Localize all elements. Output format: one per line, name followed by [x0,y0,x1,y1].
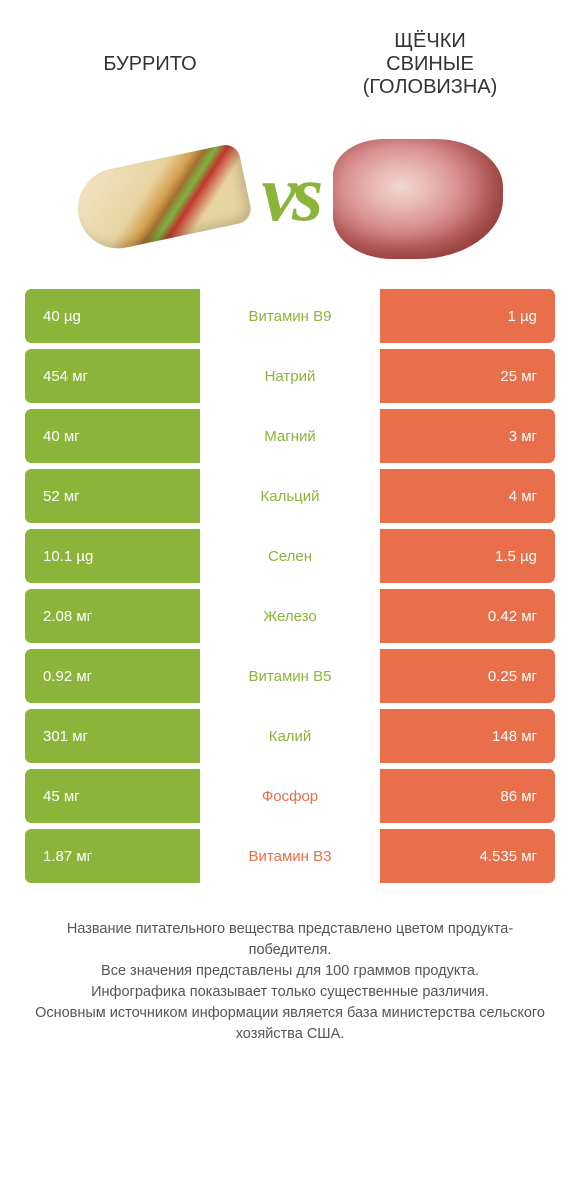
table-row: 2.08 мгЖелезо0.42 мг [25,589,555,643]
left-value-cell: 52 мг [25,469,200,523]
image-row: vs [0,119,580,289]
left-value-cell: 1.87 мг [25,829,200,883]
table-row: 0.92 мгВитамин B50.25 мг [25,649,555,703]
right-value-cell: 4.535 мг [380,829,555,883]
nutrient-label: Магний [200,409,380,463]
table-row: 301 мгКалий148 мг [25,709,555,763]
footer-line: Инфографика показывает только существенн… [30,982,550,1003]
left-value-cell: 40 µg [25,289,200,343]
left-value-cell: 454 мг [25,349,200,403]
nutrient-label: Фосфор [200,769,380,823]
nutrient-label: Железо [200,589,380,643]
right-value-cell: 86 мг [380,769,555,823]
comparison-table: 40 µgВитамин B91 µg 454 мгНатрий25 мг 40 м… [0,289,580,883]
header: БУРРИТО ЩЁЧКИ СВИНЫЕ (ГОЛОВИЗНА) [0,0,580,119]
right-value-cell: 4 мг [380,469,555,523]
nutrient-label: Витамин B9 [200,289,380,343]
nutrient-label: Натрий [200,349,380,403]
right-value-cell: 1 µg [380,289,555,343]
vs-label: vs [262,149,319,240]
left-product-image [72,129,252,259]
left-value-cell: 2.08 мг [25,589,200,643]
footer-line: Все значения представлены для 100 граммо… [30,961,550,982]
left-value-cell: 40 мг [25,409,200,463]
table-row: 52 мгКальций4 мг [25,469,555,523]
left-value-cell: 10.1 µg [25,529,200,583]
right-value-cell: 25 мг [380,349,555,403]
table-row: 40 µgВитамин B91 µg [25,289,555,343]
left-value-cell: 301 мг [25,709,200,763]
footer-line: Название питательного вещества представл… [30,919,550,961]
left-value-cell: 45 мг [25,769,200,823]
right-value-cell: 3 мг [380,409,555,463]
nutrient-label: Витамин B3 [200,829,380,883]
right-value-cell: 148 мг [380,709,555,763]
nutrient-label: Кальций [200,469,380,523]
table-row: 1.87 мгВитамин B34.535 мг [25,829,555,883]
right-value-cell: 0.25 мг [380,649,555,703]
nutrient-label: Витамин B5 [200,649,380,703]
nutrient-label: Селен [200,529,380,583]
footer-line: Основным источником информации является … [30,1003,550,1045]
left-product-title: БУРРИТО [24,53,276,76]
right-value-cell: 0.42 мг [380,589,555,643]
right-product-title: ЩЁЧКИ СВИНЫЕ (ГОЛОВИЗНА) [304,30,556,99]
right-product-image [328,129,508,259]
table-row: 45 мгФосфор86 мг [25,769,555,823]
table-row: 40 мгМагний3 мг [25,409,555,463]
table-row: 10.1 µgСелен1.5 µg [25,529,555,583]
right-value-cell: 1.5 µg [380,529,555,583]
footer-notes: Название питательного вещества представл… [0,889,580,1045]
nutrient-label: Калий [200,709,380,763]
table-row: 454 мгНатрий25 мг [25,349,555,403]
left-value-cell: 0.92 мг [25,649,200,703]
